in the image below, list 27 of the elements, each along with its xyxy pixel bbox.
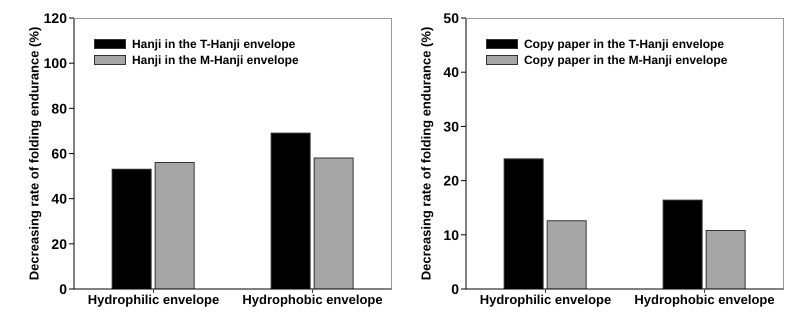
y-tick-label: 30 [443,118,460,134]
y-tick-label: 20 [443,172,460,189]
y-tick-label: 100 [44,55,68,72]
y-tick-label: 10 [443,226,460,243]
y-tick-label: 20 [51,236,68,252]
y-axis-title: Decreasing rate of folding endurance (%) [26,26,42,280]
bar [314,158,354,289]
legend-label: Copy paper in the M-Hanji envelope [524,53,728,67]
y-tick-label: 50 [443,10,460,26]
legend-label: Hanji in the M-Hanji envelope [132,53,299,67]
legend-label: Copy paper in the T-Hanji envelope [524,37,724,51]
bar [706,230,746,289]
x-tick-label: Hydrophobic envelope [634,292,775,308]
x-tick-label: Hydrophilic envelope [88,292,220,308]
x-tick-label: Hydrophobic envelope [242,292,383,308]
y-axis-title: Decreasing rate of folding endurance (%) [418,26,434,280]
y-tick-label: 60 [51,145,68,162]
y-tick-label: 0 [59,280,68,297]
y-tick-label: 40 [443,64,460,80]
y-tick-label: 40 [51,190,68,207]
x-tick-label: Hydrophilic envelope [480,292,612,308]
y-tick-label: 0 [451,280,460,297]
legend-label: Hanji in the T-Hanji envelope [132,37,296,51]
y-tick-label: 120 [44,10,68,26]
bar [546,220,587,289]
y-tick-label: 80 [51,100,68,116]
bar [154,162,195,289]
